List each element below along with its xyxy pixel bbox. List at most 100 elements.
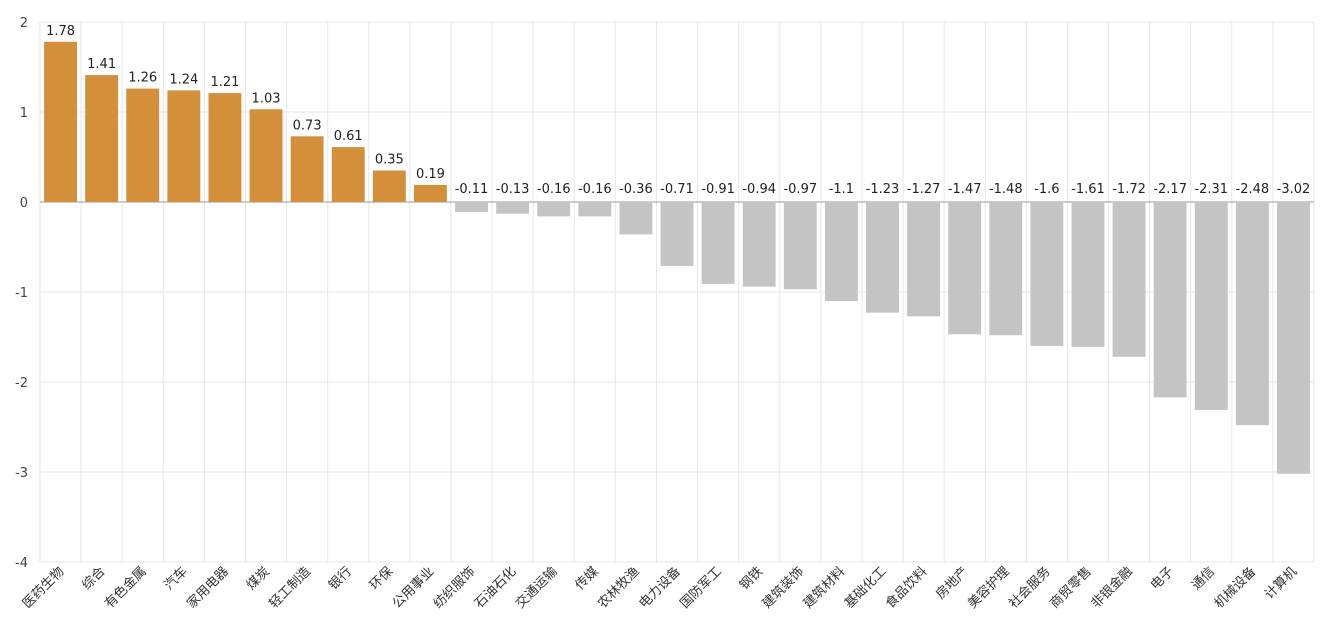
x-tick-label: 基础化工 bbox=[842, 564, 889, 611]
value-label-layer: 1.78 1.41 1.26 1.24 1.21 1.03 0.73 0.61 0.35 0.19… bbox=[46, 24, 1310, 197]
bar bbox=[1277, 202, 1310, 474]
bar bbox=[1071, 202, 1105, 347]
data-label: -0.16 bbox=[537, 182, 571, 197]
data-label: 1.03 bbox=[252, 91, 281, 106]
data-label: -1.61 bbox=[1071, 182, 1105, 197]
data-label: -2.31 bbox=[1194, 182, 1228, 197]
bar bbox=[619, 202, 653, 235]
data-label: 0.35 bbox=[375, 153, 404, 168]
y-tick-label: 0 bbox=[20, 196, 28, 211]
y-tick-label: -4 bbox=[15, 556, 28, 571]
data-label: -1.48 bbox=[989, 182, 1023, 197]
data-label: -1.23 bbox=[866, 182, 900, 197]
x-tick-label: 家用电器 bbox=[184, 564, 232, 612]
x-tick-label: 建筑装饰 bbox=[759, 564, 807, 612]
data-label: -3.02 bbox=[1277, 182, 1311, 197]
x-tick-label: 纺织服饰 bbox=[431, 564, 478, 611]
data-label: -1.1 bbox=[829, 182, 854, 197]
x-tick-label: 计算机 bbox=[1262, 564, 1300, 602]
data-label: -0.13 bbox=[496, 182, 530, 197]
x-tick-label: 银行 bbox=[326, 564, 355, 593]
data-label: -1.47 bbox=[948, 182, 982, 197]
y-axis: 2 1 0 -1 -2 -3 -4 bbox=[15, 16, 28, 571]
x-tick-label: 汽车 bbox=[161, 564, 191, 594]
bar bbox=[331, 147, 365, 202]
data-label: 1.26 bbox=[128, 71, 157, 86]
bar bbox=[1194, 202, 1228, 410]
bar bbox=[1153, 202, 1187, 398]
data-label: -0.71 bbox=[660, 182, 694, 197]
bar bbox=[496, 202, 530, 214]
y-tick-label: -3 bbox=[15, 466, 28, 481]
x-tick-label: 食品饮料 bbox=[882, 564, 930, 612]
bar bbox=[660, 202, 694, 266]
data-label: 0.73 bbox=[293, 118, 322, 133]
data-label: -1.27 bbox=[907, 182, 941, 197]
y-tick-label: -2 bbox=[15, 376, 28, 391]
x-tick-label: 社会服务 bbox=[1006, 564, 1054, 612]
x-tick-label: 石油石化 bbox=[472, 564, 519, 611]
bar bbox=[1030, 202, 1064, 346]
bar bbox=[907, 202, 941, 317]
bar bbox=[372, 170, 406, 202]
data-label: -2.17 bbox=[1153, 182, 1187, 197]
x-tick-label: 国防军工 bbox=[677, 564, 725, 612]
x-tick-label: 交通运输 bbox=[512, 564, 560, 612]
x-tick-label: 农林牧渔 bbox=[595, 564, 642, 611]
data-label: 1.24 bbox=[169, 72, 198, 87]
data-label: -2.48 bbox=[1236, 182, 1270, 197]
bar bbox=[948, 202, 982, 335]
x-tick-label: 环保 bbox=[367, 564, 396, 593]
x-tick-label: 电力设备 bbox=[636, 564, 684, 612]
x-tick-label: 通信 bbox=[1189, 564, 1218, 593]
bar bbox=[1235, 202, 1269, 426]
bar bbox=[701, 202, 735, 284]
bar bbox=[455, 202, 488, 212]
bar bbox=[249, 109, 283, 202]
y-tick-label: 2 bbox=[20, 16, 28, 31]
x-tick-label: 综合 bbox=[79, 564, 108, 593]
bar bbox=[44, 41, 77, 202]
bar bbox=[783, 202, 817, 290]
data-label: -0.94 bbox=[742, 182, 776, 197]
x-tick-label: 公用事业 bbox=[390, 564, 437, 611]
x-tick-label: 轻工制造 bbox=[267, 564, 314, 611]
bar-layer bbox=[44, 41, 1310, 474]
bar bbox=[537, 202, 571, 217]
bar bbox=[126, 88, 160, 202]
bar bbox=[85, 75, 119, 202]
data-label: 0.19 bbox=[416, 167, 445, 182]
data-label: -1.6 bbox=[1034, 182, 1059, 197]
bar bbox=[413, 184, 447, 202]
x-tick-label: 非银金融 bbox=[1088, 564, 1136, 612]
bar bbox=[578, 202, 612, 217]
x-tick-label: 钢铁 bbox=[737, 564, 766, 593]
x-tick-label: 房地产 bbox=[933, 564, 972, 603]
bar bbox=[1112, 202, 1146, 357]
x-tick-label: 美容护理 bbox=[965, 564, 1013, 612]
x-tick-label: 医药生物 bbox=[20, 564, 67, 611]
data-label: -0.16 bbox=[578, 182, 612, 197]
data-label: -0.11 bbox=[455, 182, 489, 197]
data-label: -0.36 bbox=[619, 182, 653, 197]
data-label: -1.72 bbox=[1112, 182, 1146, 197]
x-tick-label: 传媒 bbox=[573, 564, 602, 593]
y-tick-label: 1 bbox=[20, 106, 28, 121]
x-tick-label: 煤炭 bbox=[244, 564, 273, 593]
x-tick-label: 有色金属 bbox=[101, 564, 149, 612]
data-label: 1.41 bbox=[87, 57, 116, 72]
data-label: -0.97 bbox=[783, 182, 817, 197]
x-tick-label: 机械设备 bbox=[1211, 564, 1259, 612]
bar bbox=[989, 202, 1023, 336]
x-tick-label: 商贸零售 bbox=[1047, 564, 1095, 612]
bar bbox=[208, 93, 242, 202]
bar bbox=[866, 202, 899, 313]
data-label: 1.78 bbox=[46, 24, 75, 39]
bar bbox=[290, 136, 324, 202]
data-label: -0.91 bbox=[701, 182, 735, 197]
x-tick-label: 建筑材料 bbox=[800, 564, 848, 612]
data-label: 1.21 bbox=[210, 75, 239, 90]
bar bbox=[742, 202, 776, 287]
